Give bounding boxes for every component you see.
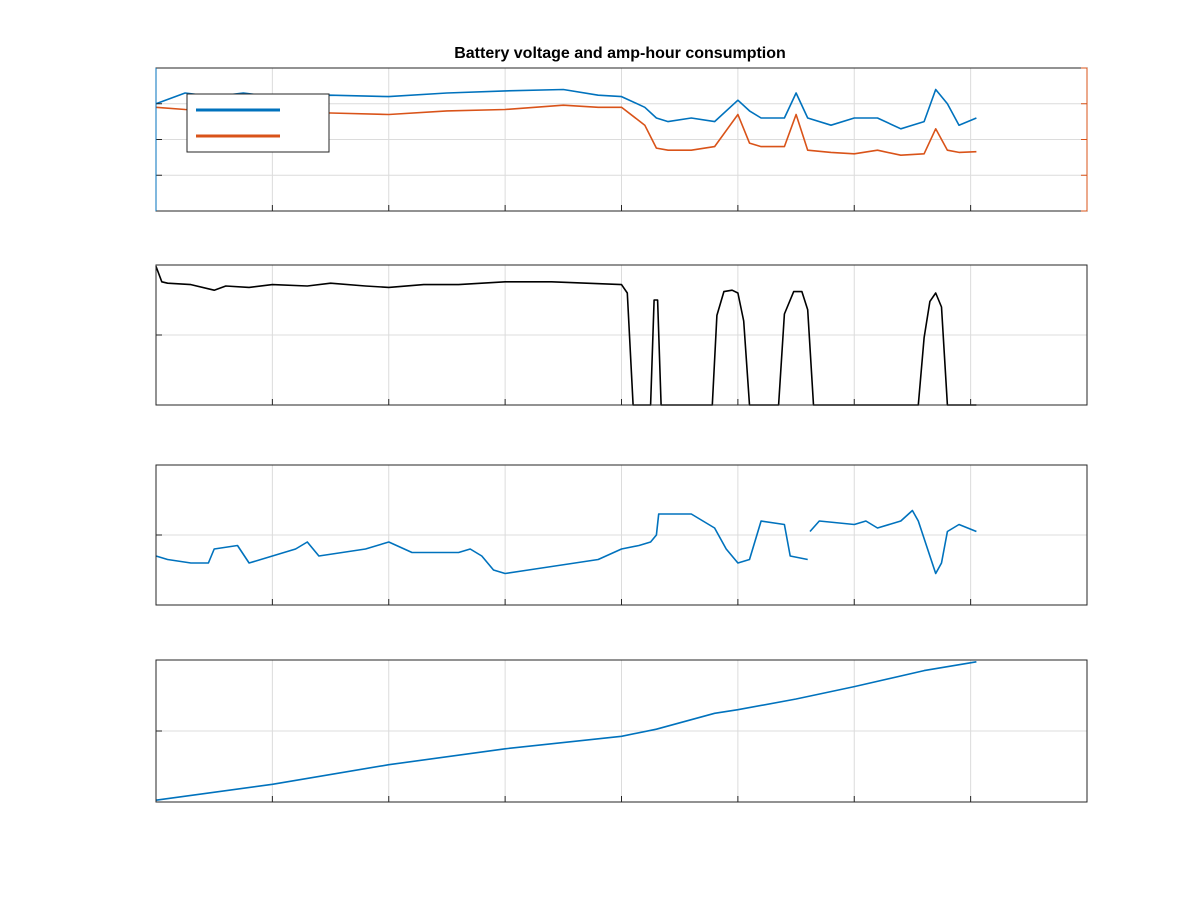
series-line-10V <box>155 88 977 130</box>
series-line-24V <box>155 104 977 156</box>
subplot-4 <box>155 659 1088 803</box>
series-line-s2 <box>809 509 977 575</box>
series-line-s1 <box>155 513 808 575</box>
subplot-3 <box>155 464 1088 606</box>
subplot-2 <box>155 264 1088 406</box>
chart-title: Battery voltage and amp-hour consumption <box>454 45 786 62</box>
legend-box <box>186 93 330 153</box>
legend <box>186 93 330 153</box>
series-line-s1 <box>155 661 977 801</box>
subplots <box>155 67 1088 803</box>
subplot-1 <box>155 67 1088 212</box>
